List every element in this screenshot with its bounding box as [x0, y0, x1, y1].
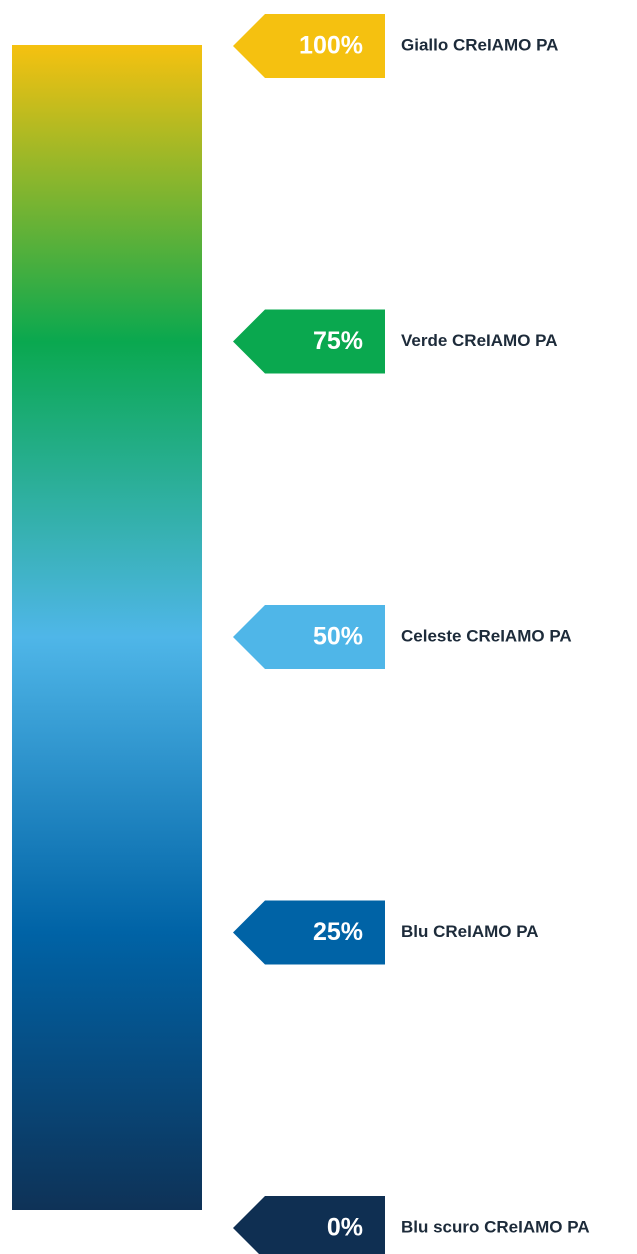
tag [233, 900, 385, 965]
color-name: Blu scuro CReIAMO PA [401, 1217, 590, 1236]
tag-percent: 75% [313, 327, 363, 355]
color-name: Verde CReIAMO PA [401, 331, 558, 350]
tag [233, 14, 385, 78]
color-name: Blu CReIAMO PA [401, 922, 539, 941]
color-name: Celeste CReIAMO PA [401, 626, 572, 645]
tag [233, 309, 385, 374]
tag-percent: 0% [327, 1214, 363, 1242]
color-name: Giallo CReIAMO PA [401, 35, 558, 54]
tag-percent: 50% [313, 623, 363, 651]
tag [233, 605, 385, 669]
tag-percent: 25% [313, 918, 363, 946]
tag [233, 1196, 385, 1254]
tag-percent: 100% [299, 32, 363, 60]
gradient-bar [12, 45, 202, 1210]
